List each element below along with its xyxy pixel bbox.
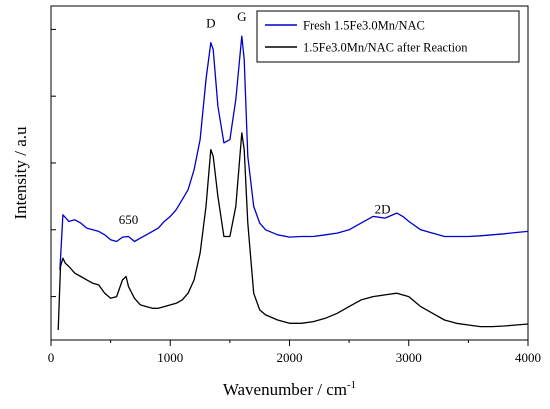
legend-box [256,10,520,63]
series-line-2 [57,132,529,331]
x-tick-label: 3000 [396,350,422,365]
series-layer [57,35,529,331]
peak-label: D [206,16,215,31]
x-axis-title-superscript: -1 [347,379,356,391]
plot-area: 0 1000 2000 3000 4000 [48,5,541,365]
y-axis-title: Intensity / a.u [11,126,30,220]
axis-titles: Wavenumber / cm-1 Intensity / a.u [11,126,356,399]
x-axis-title: Wavenumber / cm-1 [223,379,356,399]
x-axis-title-text: Wavenumber / cm [223,380,347,399]
legend-label-1: Fresh 1.5Fe3.0Mn/NAC [303,19,425,33]
legend-label-2: 1.5Fe3.0Mn/NAC after Reaction [303,41,468,55]
x-tick-label: 0 [48,350,55,365]
peak-label: G [237,9,246,24]
x-tick-label: 1000 [157,350,183,365]
legend: Fresh 1.5Fe3.0Mn/NAC 1.5Fe3.0Mn/NAC after… [256,10,520,63]
annotation-layer: D G 650 2D [119,9,391,227]
peak-label: 650 [119,212,139,227]
x-tick-label: 2000 [277,350,303,365]
x-tick-label: 4000 [515,350,541,365]
series-line-1 [59,35,529,270]
peak-label: 2D [375,202,391,217]
